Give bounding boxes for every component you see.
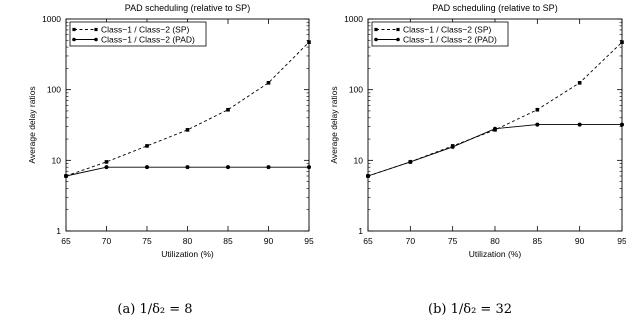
legend-marker (94, 27, 98, 32)
x-tick-label: 90 (575, 236, 585, 246)
data-point-pad (226, 165, 230, 170)
y-tick-label: 100 (349, 85, 363, 95)
data-point-sp (307, 40, 311, 44)
legend-label: Class−1 / Class−2 (SP) (403, 25, 492, 35)
legend-box (371, 21, 509, 47)
x-axis-label: Utilization (%) (469, 249, 522, 259)
data-point-sp (104, 160, 109, 164)
data-point-pad (535, 122, 540, 127)
chart-panel-a: PAD scheduling (relative to SP) 65 70 75 80 8… (27, 3, 314, 317)
legend-marker (396, 37, 400, 42)
x-tick-label: 70 (102, 236, 112, 246)
y-tick-label: 100 (47, 85, 61, 95)
y-tick-label: 1000 (42, 14, 61, 24)
data-point-pad (366, 174, 370, 179)
plot-frame (65, 18, 310, 232)
data-point-pad (577, 122, 582, 127)
x-tick-label: 80 (490, 236, 500, 246)
legend-marker (94, 37, 98, 42)
data-point-sp (185, 128, 190, 132)
y-tick-label: 1000 (344, 14, 363, 24)
series-line-sp (367, 41, 623, 177)
data-point-pad (145, 165, 149, 170)
legend-marker (72, 27, 76, 32)
x-tick-label: 70 (406, 236, 416, 246)
legend-marker (374, 37, 378, 42)
legend-label: Class−1 / Class−2 (PAD) (403, 35, 497, 45)
chart-title: PAD scheduling (relative to SP) (432, 3, 557, 13)
chart-panel-b: PAD scheduling (relative to SP) 65 70 75 80 8… (329, 3, 626, 317)
data-point-sp (620, 40, 624, 44)
series-line-pad (367, 124, 622, 177)
y-axis-label: Average delay ratios (27, 86, 37, 163)
data-point-pad (620, 122, 624, 127)
chart-title: PAD scheduling (relative to SP) (125, 3, 250, 13)
legend-label: Class−1 / Class−2 (SP) (101, 25, 190, 35)
x-tick-label: 75 (142, 236, 152, 246)
x-tick-label: 80 (183, 236, 193, 246)
x-tick-label: 90 (264, 236, 274, 246)
x-tick-label: 85 (533, 236, 543, 246)
data-point-pad (307, 165, 311, 170)
x-tick-label: 95 (304, 236, 314, 246)
figure-caption: (b) 1/δ₂ = 32 (428, 302, 512, 317)
y-tick-label: 1 (56, 226, 61, 236)
data-point-sp (577, 81, 582, 85)
y-tick-label: 10 (354, 155, 364, 165)
data-point-pad (185, 165, 190, 170)
legend-label: Class−1 / Class−2 (PAD) (101, 35, 195, 45)
figure-caption: (a) 1/δ₂ = 8 (117, 302, 192, 317)
legend-marker (396, 27, 400, 32)
x-axis-label: Utilization (%) (161, 249, 214, 259)
series-line-sp (65, 41, 310, 177)
x-tick-label: 65 (363, 236, 373, 246)
data-point-pad (493, 126, 497, 131)
x-tick-label: 85 (223, 236, 233, 246)
y-tick-label: 10 (52, 155, 62, 165)
legend-box (69, 21, 207, 47)
legend-marker (374, 27, 378, 32)
data-point-sp (145, 144, 149, 148)
data-point-pad (266, 165, 271, 170)
data-point-pad (104, 165, 109, 170)
data-point-pad (408, 159, 413, 164)
x-tick-label: 75 (448, 236, 458, 246)
y-tick-label: 1 (358, 226, 363, 236)
x-tick-label: 65 (61, 236, 71, 246)
x-tick-label: 95 (617, 236, 626, 246)
legend-marker (72, 37, 76, 42)
data-point-pad (450, 144, 455, 149)
data-point-sp (535, 107, 540, 112)
data-point-sp (266, 81, 271, 85)
data-point-pad (64, 174, 68, 179)
y-axis-label: Average delay ratios (329, 86, 339, 163)
data-point-sp (226, 107, 230, 112)
